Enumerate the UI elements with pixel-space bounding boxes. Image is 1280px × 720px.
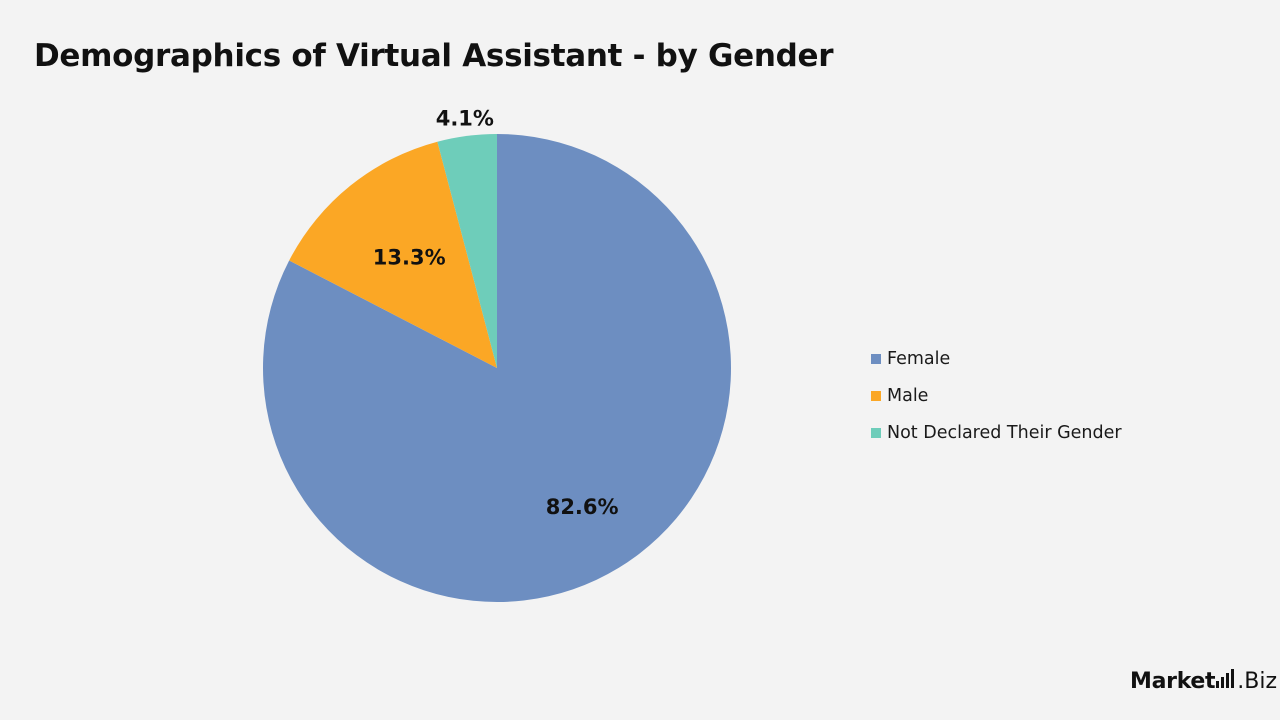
legend-swatch-female <box>871 353 881 364</box>
legend-label-female: Female <box>887 348 951 369</box>
legend-item-female: Female <box>871 340 1122 377</box>
pie-slice-male <box>289 141 497 368</box>
data-label-male: 13.3% <box>373 245 446 269</box>
legend-item-not-declared: Not Declared Their Gender <box>871 414 1122 451</box>
brand-logo-main: Market <box>1130 669 1216 694</box>
bar-chart-icon <box>1216 668 1236 688</box>
data-label-not-declared-their-gender: 4.1% <box>436 107 494 131</box>
brand-logo-tail: .Biz <box>1237 669 1278 694</box>
pie-slices <box>262 134 731 602</box>
legend-swatch-male <box>871 390 881 401</box>
legend-swatch-not-declared <box>871 427 881 438</box>
legend-item-male: Male <box>871 377 1122 414</box>
chart-legend: Female Male Not Declared Their Gender <box>871 340 1122 451</box>
pie-labels: 82.6% 13.3% 4.1% <box>373 107 619 519</box>
data-label-female: 82.6% <box>546 495 619 519</box>
legend-label-not-declared: Not Declared Their Gender <box>887 422 1122 443</box>
pie-slice-not-declared-their-gender <box>437 134 497 368</box>
legend-label-male: Male <box>887 385 929 406</box>
chart-title: Demographics of Virtual Assistant - by G… <box>34 38 834 74</box>
brand-logo: Market .Biz <box>1130 668 1277 694</box>
